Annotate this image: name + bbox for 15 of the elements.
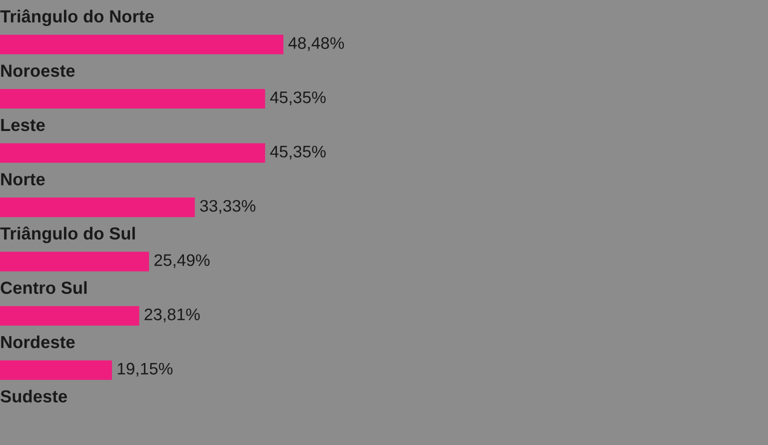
y-tick-label: Sudeste (0, 390, 67, 402)
y-tick-label: Nordeste (1, 335, 75, 348)
data-label: 45,35% (270, 91, 326, 106)
y-tick-label: Leste (1, 119, 45, 132)
data-label: 33,33% (200, 200, 256, 214)
y-tick-label: Triângulo do Norte (0, 9, 154, 26)
data-label: 23,81% (144, 308, 200, 322)
y-tick-label: Centro Sul (0, 281, 87, 294)
y-tick-label: Noroeste (1, 64, 75, 77)
data-label: 45,35% (270, 146, 326, 160)
data-label: 25,49% (154, 254, 210, 268)
data-label: 19,15% (118, 362, 173, 377)
data-label: 48,48% (288, 37, 344, 51)
y-tick-label: Norte (1, 173, 45, 186)
y-tick-label: Triângulo do Sul (0, 226, 135, 244)
